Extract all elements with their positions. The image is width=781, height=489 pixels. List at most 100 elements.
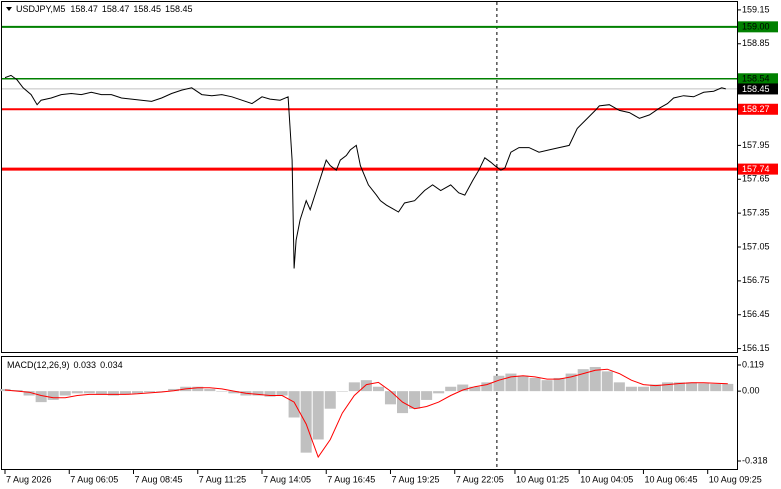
x-tick-label: 10 Aug 06:45 [644,474,697,484]
x-tick-label: 7 Aug 14:05 [263,474,311,484]
histogram-bar [288,391,300,418]
histogram-bar [59,391,71,396]
histogram-bar [649,384,662,392]
x-tick-label: 7 Aug 2026 [6,474,52,484]
histogram-bar [348,382,360,392]
level-box [738,83,778,95]
low: 158.45 [133,4,161,14]
histogram-bar [457,384,469,392]
histogram-bar [433,391,445,394]
macd-header: MACD(12,26,9) 0.033 0.034 [7,360,123,370]
histogram-bar [674,382,686,392]
histogram-bar [192,386,204,392]
price-line [4,74,726,269]
y-tick-label: 0.00 [742,386,760,396]
histogram-bar [589,366,601,392]
symbol: USDJPY,M5 [16,4,65,14]
x-tick-label: 7 Aug 22:05 [456,474,504,484]
histogram-bar [23,391,35,396]
x-tick-label: 7 Aug 11:25 [199,474,246,484]
x-tick-label: 10 Aug 01:25 [516,474,569,484]
y-tick-label: 159.15 [742,4,770,14]
histogram-bar [372,386,384,392]
level-box [738,73,778,85]
x-tick-label: 10 Aug 04:05 [580,474,633,484]
level-box [738,21,778,33]
histogram-bar [131,391,144,394]
histogram-bar [481,382,493,392]
histogram-bar [565,373,577,392]
histogram-bar [276,391,288,396]
histogram-bar [601,371,613,392]
histogram-bar [35,391,47,403]
histogram-bar [83,391,95,394]
level-label: 158.27 [742,104,770,114]
y-tick-label: 158.85 [742,38,770,48]
histogram-bar [421,391,433,400]
high: 158.47 [102,4,130,14]
histogram-bar [698,383,710,392]
histogram-bar [469,386,481,392]
histogram-bar [252,391,264,396]
histogram-bar [625,386,637,392]
histogram-bar [517,375,529,392]
macd-title: MACD(12,26,9) [7,360,70,370]
histogram-bar [541,380,553,392]
histogram-bar [324,391,336,409]
open: 158.47 [70,4,98,14]
close: 158.45 [165,4,193,14]
histogram-bar [11,390,23,392]
macd-panel [1,356,738,470]
histogram-bar [613,382,625,392]
histogram-bar [168,388,180,392]
histogram-bar [710,383,722,392]
x-tick-label: 7 Aug 08:45 [135,474,183,484]
plot-layer [0,2,737,469]
histogram-bar [529,377,541,392]
histogram-bar [144,391,156,393]
histogram-bar [637,386,649,392]
y-tick-label: 156.75 [742,275,770,285]
y-tick-label: 0.119 [742,359,764,369]
y-tick-label: 157.95 [742,140,770,150]
x-tick-label: 10 Aug 09:25 [709,474,762,484]
histogram-bar [216,391,228,392]
price-header: USDJPY,M5 158.47 158.47 158.45 158.45 [16,4,192,14]
histogram-bar [409,391,421,409]
histogram-bar [360,380,372,392]
y-tick-label: 156.15 [742,343,770,353]
histogram-bar [336,391,348,392]
signal-line [4,368,728,459]
level-label: 158.45 [742,84,770,94]
level-label: 157.74 [742,164,770,174]
histogram-bar [264,391,276,397]
histogram-bar [662,382,674,392]
histogram-bar [119,391,131,395]
histogram-bar [156,391,168,392]
histogram-bar [493,375,505,392]
level-label: 159.00 [742,22,770,32]
level-box [738,163,778,175]
macd-signal: 0.034 [100,360,123,370]
x-tick-label: 7 Aug 06:05 [70,474,118,484]
y-tick-label: 157.35 [742,208,770,218]
y-tick-label: 157.05 [742,241,770,251]
menu-arrow [6,7,12,11]
histogram-bar [47,391,59,400]
histogram-bar [204,388,216,392]
macd-main: 0.033 [74,360,97,370]
histogram-bar [384,391,397,405]
y-tick-label: -0.318 [742,455,768,465]
x-tick-label: 7 Aug 19:25 [391,474,439,484]
histogram-bar [71,391,83,394]
histogram-bar [228,391,240,394]
y-tick-label: 157.65 [742,174,770,184]
x-tick-label: 7 Aug 16:45 [327,474,375,484]
histogram-bar [95,391,107,395]
histogram-bar [686,382,698,392]
histogram-bar [445,386,457,392]
level-box [738,103,778,115]
